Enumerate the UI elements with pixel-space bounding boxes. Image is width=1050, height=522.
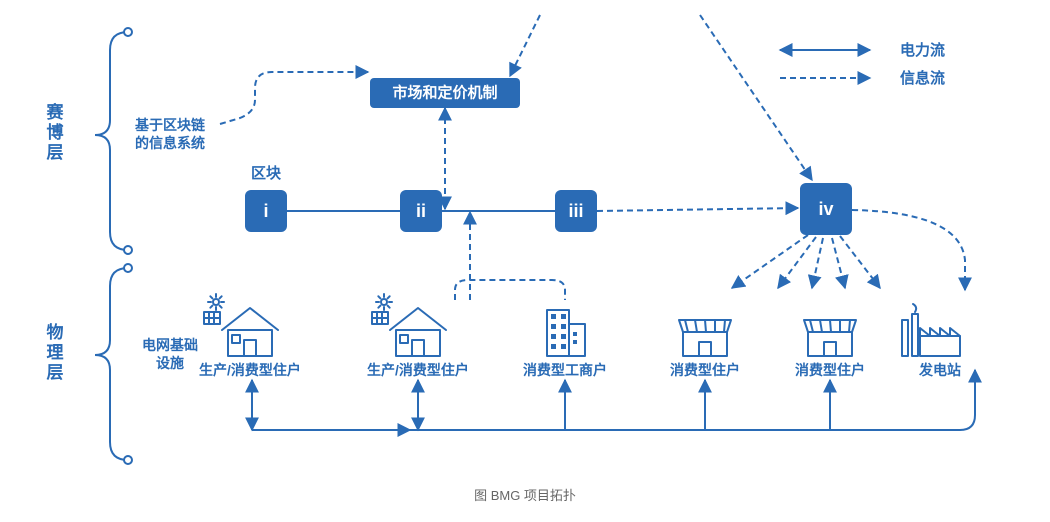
block-iii: iii — [555, 190, 597, 232]
node-c3: 消费型住户 — [795, 320, 865, 378]
power-bus — [252, 370, 975, 430]
legend: 电力流信息流 — [780, 41, 945, 87]
svg-text:电网基础: 电网基础 — [142, 337, 198, 353]
svg-text:博: 博 — [47, 122, 64, 142]
physical-layer-sublabel: 电网基础 设施 — [142, 337, 198, 371]
svg-text:设施: 设施 — [156, 355, 184, 371]
node-h1: 生产/消费型住户 — [199, 294, 301, 378]
block-i: i — [245, 190, 287, 232]
market-box: 市场和定价机制 — [370, 78, 520, 108]
svg-text:电力流: 电力流 — [900, 41, 945, 59]
svg-text:iv: iv — [818, 199, 833, 219]
svg-text:基于区块链: 基于区块链 — [135, 117, 206, 133]
node-label-h2: 生产/消费型住户 — [367, 362, 469, 378]
node-label-c2: 消费型住户 — [670, 362, 740, 378]
svg-text:物: 物 — [47, 322, 64, 342]
physical-layer-bracket — [95, 264, 132, 464]
node-label-h1: 生产/消费型住户 — [199, 362, 301, 378]
node-c1: 消费型工商户 — [523, 310, 607, 378]
svg-text:i: i — [263, 201, 268, 221]
svg-text:理: 理 — [47, 343, 64, 362]
svg-text:ii: ii — [416, 201, 426, 221]
cyber-layer-bracket — [95, 28, 132, 254]
info-flow-h2-c1 — [455, 280, 565, 300]
svg-text:iii: iii — [568, 201, 583, 221]
node-label-c3: 消费型住户 — [795, 362, 865, 378]
cyber-layer-sublabel: 基于区块链 的信息系统 — [135, 117, 206, 151]
svg-text:市场和定价机制: 市场和定价机制 — [392, 84, 497, 102]
node-label-pp: 发电站 — [918, 362, 961, 378]
info-flow-external-1 — [510, 15, 540, 76]
node-pp: 发电站 — [902, 304, 961, 378]
block-ii: ii — [400, 190, 442, 232]
caption: 图 BMG 项目拓扑 — [474, 488, 576, 503]
svg-text:层: 层 — [47, 143, 64, 162]
svg-text:的信息系统: 的信息系统 — [135, 135, 205, 151]
node-c2: 消费型住户 — [670, 320, 740, 378]
physical-layer-label: 物 理 层 — [47, 322, 64, 382]
svg-text:层: 层 — [47, 363, 64, 382]
block-header: 区块 — [251, 165, 282, 182]
cyber-layer-label: 赛 博 层 — [46, 102, 65, 162]
svg-text:信息流: 信息流 — [900, 69, 945, 87]
node-h2: 生产/消费型住户 — [367, 294, 469, 378]
info-flow-blockchain-to-market — [220, 72, 368, 124]
svg-text:赛: 赛 — [46, 102, 65, 122]
info-flow-external-2 — [700, 15, 812, 180]
node-label-c1: 消费型工商户 — [523, 362, 607, 378]
block-iv: iv — [800, 183, 852, 235]
blockchain-link-3 — [597, 208, 798, 211]
